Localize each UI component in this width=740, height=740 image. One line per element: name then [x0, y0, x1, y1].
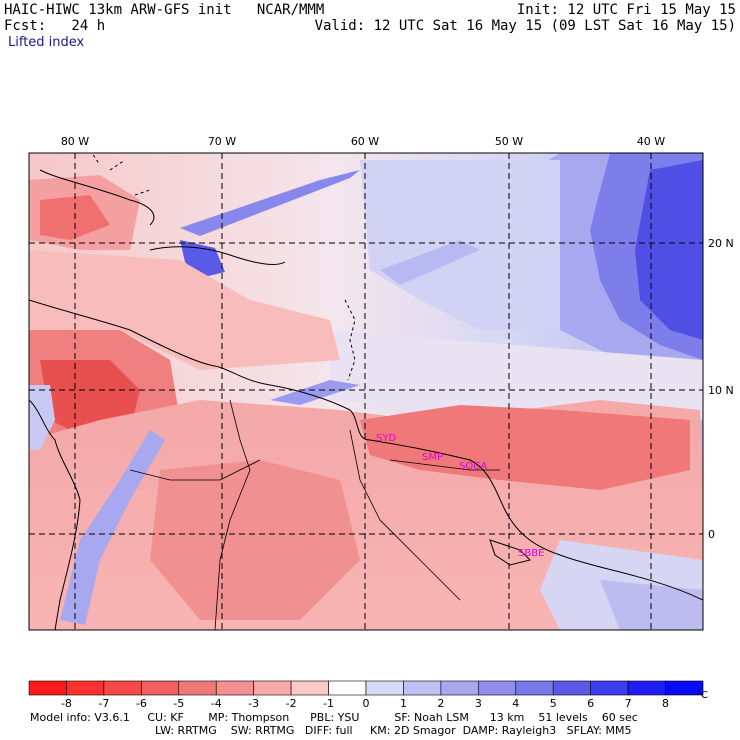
station-label: SOCA	[459, 461, 487, 472]
colorbar-swatch	[141, 680, 180, 696]
colorbar-tick-label: 4	[512, 697, 519, 710]
colorbar-swatch	[290, 680, 329, 696]
colorbar-swatch	[178, 680, 217, 696]
colorbar-tick-label: -6	[136, 697, 147, 710]
valid-time: Valid: 12 UTC Sat 16 May 15 (09 LST Sat …	[314, 18, 736, 34]
colorbar-tick-label: 8	[662, 697, 669, 710]
lon-label: 50 W	[495, 135, 523, 148]
lat-label: 10 N	[708, 384, 734, 397]
colorbar-swatch	[478, 680, 517, 696]
lat-label: 20 N	[708, 237, 734, 250]
graticule	[29, 153, 703, 630]
init-time: Init: 12 UTC Fri 15 May 15	[516, 2, 736, 18]
colorbar-swatch	[328, 680, 367, 696]
lon-label: 40 W	[637, 135, 665, 148]
colorbar-tick-label: 2	[437, 697, 444, 710]
colorbar-swatch	[552, 680, 591, 696]
colorbar-tick-label: -4	[211, 697, 222, 710]
colorbar-tick-label: -1	[323, 697, 334, 710]
map-frame	[28, 152, 704, 631]
colorbar-tick-label: 0	[363, 697, 370, 710]
coastlines	[29, 153, 703, 630]
colorbar-tick-label: -8	[61, 697, 72, 710]
colorbar-swatch	[66, 680, 105, 696]
model-info-line2: LW: RRTMG SW: RRTMG DIFF: full KM: 2D Sm…	[155, 724, 632, 737]
forecast-hour: Fcst: 24 h	[4, 18, 106, 34]
colorbar-tick-label: 6	[587, 697, 594, 710]
colorbar-swatch	[665, 680, 704, 696]
colorbar-swatch	[627, 680, 666, 696]
colorbar-tick-label: 3	[475, 697, 482, 710]
colorbar-tick-label: 7	[625, 697, 632, 710]
longitude-labels: 80 W 70 W 60 W 50 W 40 W	[61, 135, 665, 148]
colorbar-swatch	[215, 680, 254, 696]
map-title: HAIC-HIWC 13km ARW-GFS init NCAR/MMM	[4, 2, 325, 18]
colorbar-swatch	[403, 680, 442, 696]
colorbar-tick-label: 1	[400, 697, 407, 710]
latitude-labels: 20 N 10 N 0	[708, 237, 734, 541]
colorbar-tick-label: 5	[550, 697, 557, 710]
station-label: SYD	[376, 433, 396, 444]
lifted-index-field	[29, 153, 703, 630]
colorbar-tick-label: -7	[98, 697, 109, 710]
colorbar-tick-label: -2	[286, 697, 297, 710]
colorbar-tick-label: -3	[248, 697, 259, 710]
lon-label: 60 W	[351, 135, 379, 148]
colorbar-swatch	[440, 680, 479, 696]
colorbar-swatch	[103, 680, 142, 696]
colorbar: -8 -7 -6 -5 -4 -3 -2 -1 0 1 2 3 4 5 6 7 8	[28, 680, 704, 710]
station-labels: SYD SMP SOCA SBBE	[376, 433, 544, 559]
model-info-line1: Model info: V3.6.1 CU: KF MP: Thompson P…	[30, 711, 638, 724]
station-label: SBBE	[518, 548, 544, 559]
lat-label: 0	[708, 528, 715, 541]
colorbar-swatch	[515, 680, 554, 696]
colorbar-swatch	[590, 680, 629, 696]
colorbar-unit: °C	[696, 690, 708, 701]
lon-label: 80 W	[61, 135, 89, 148]
lon-label: 70 W	[208, 135, 236, 148]
station-label: SMP	[422, 452, 443, 463]
colorbar-swatch	[28, 680, 67, 696]
colorbar-tick-label: -5	[173, 697, 184, 710]
colorbar-swatch	[365, 680, 404, 696]
field-name: Lifted index	[8, 35, 85, 50]
colorbar-swatch	[253, 680, 292, 696]
